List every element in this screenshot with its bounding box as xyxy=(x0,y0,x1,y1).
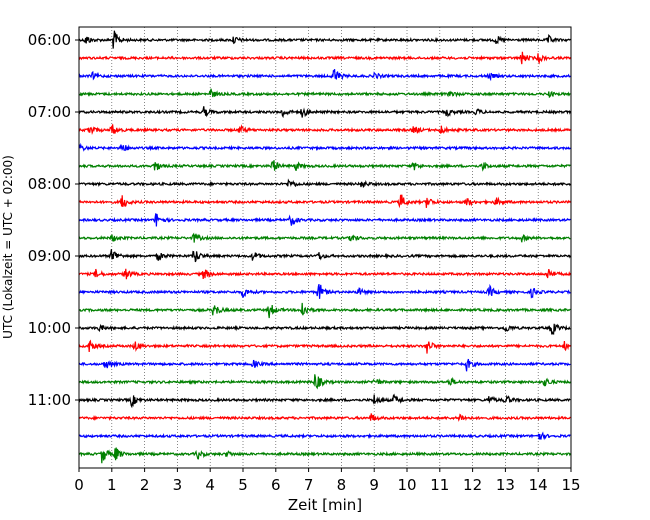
seismogram-trace xyxy=(78,249,571,263)
y-axis-label: UTC (Lokalzeit = UTC + 02:00) xyxy=(1,155,15,339)
seismogram-trace xyxy=(78,178,571,189)
y-tick-label: 06:00 xyxy=(28,31,71,49)
seismogram-trace xyxy=(78,283,571,299)
x-tick-label: 2 xyxy=(140,476,150,494)
seismogram-trace xyxy=(78,393,571,409)
seismogram-trace xyxy=(78,194,571,209)
x-tick-label: 11 xyxy=(430,476,449,494)
seismogram-trace xyxy=(78,69,571,82)
seismogram-trace xyxy=(78,51,571,65)
seismogram-trace xyxy=(78,358,571,372)
seismogram-trace xyxy=(78,413,571,422)
y-tick-label: 07:00 xyxy=(28,103,71,121)
x-tick-label: 5 xyxy=(238,476,248,494)
y-tick-label: 10:00 xyxy=(28,319,71,337)
plot-frame xyxy=(78,26,572,469)
seismogram-trace xyxy=(78,142,571,152)
y-axis-ticks: 06:00 07:00 08:00 09:00 10:00 11:00 xyxy=(28,31,79,409)
y-tick-label: 09:00 xyxy=(28,247,71,265)
seismogram-trace xyxy=(78,323,571,335)
x-tick-label: 12 xyxy=(463,476,482,494)
y-tick-label: 11:00 xyxy=(28,391,71,409)
x-tick-label: 7 xyxy=(304,476,314,494)
y-tick-label: 08:00 xyxy=(28,175,71,193)
seismogram-trace xyxy=(78,213,571,227)
seismogram-trace xyxy=(78,374,571,390)
x-tick-label: 3 xyxy=(173,476,183,494)
seismogram-trace xyxy=(78,232,571,243)
seismogram-trace xyxy=(78,106,571,119)
seismogram-trace xyxy=(78,30,571,49)
x-tick-label: 1 xyxy=(107,476,117,494)
seismogram-trace xyxy=(78,339,571,354)
seismogram-trace xyxy=(78,447,571,464)
x-tick-label: 6 xyxy=(271,476,281,494)
x-tick-label: 13 xyxy=(496,476,515,494)
seismogram-traces xyxy=(78,30,571,464)
x-tick-label: 8 xyxy=(337,476,347,494)
x-axis-label: Zeit [min] xyxy=(288,496,362,514)
x-tick-label: 0 xyxy=(74,476,84,494)
seismogram-trace xyxy=(78,124,571,136)
seismogram-trace xyxy=(78,268,571,280)
x-axis-ticks: 0 1 2 3 4 5 6 7 8 9 10 11 12 13 14 15 xyxy=(74,468,581,494)
x-tick-label: 10 xyxy=(397,476,416,494)
seismogram-trace xyxy=(78,302,571,319)
x-tick-label: 14 xyxy=(529,476,548,494)
x-tick-label: 4 xyxy=(205,476,215,494)
x-tick-label: 9 xyxy=(369,476,379,494)
x-tick-label: 15 xyxy=(561,476,580,494)
seismogram-trace xyxy=(78,160,571,172)
seismogram-trace xyxy=(78,431,571,441)
seismogram-trace xyxy=(78,88,571,99)
